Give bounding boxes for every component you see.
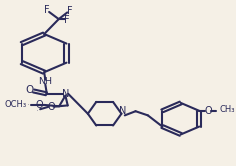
Text: O: O [204, 106, 212, 116]
Text: O: O [25, 85, 34, 95]
Text: O: O [36, 110, 38, 111]
Text: OCH₃: OCH₃ [4, 100, 27, 109]
Text: NH: NH [38, 77, 52, 86]
Text: F: F [67, 6, 72, 16]
Text: N: N [62, 89, 69, 99]
Text: F: F [44, 5, 49, 15]
Text: N: N [119, 106, 126, 116]
Text: O: O [35, 100, 43, 110]
Text: O: O [47, 102, 55, 112]
Text: CH₃: CH₃ [219, 105, 235, 115]
Text: O: O [28, 104, 30, 105]
Text: F: F [64, 15, 70, 25]
